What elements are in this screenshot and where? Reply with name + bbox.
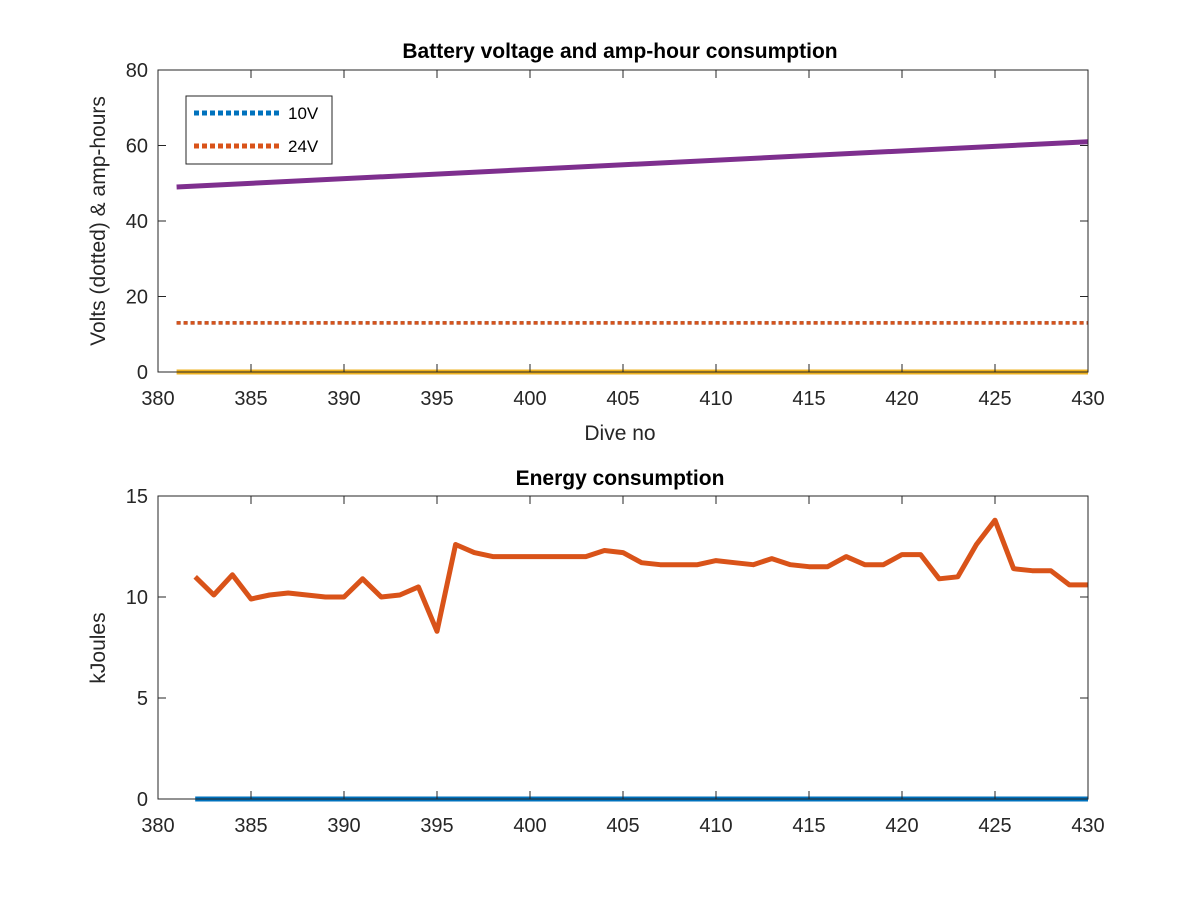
x-tick-label: 405 bbox=[606, 815, 639, 837]
x-tick-label: 380 bbox=[141, 815, 174, 837]
ticks-group: 380 385 390 395 400 405 410 415 420 425 430 0 20 40 60… bbox=[126, 60, 1105, 410]
legend-box bbox=[185, 95, 333, 165]
y-tick-label: 40 bbox=[126, 211, 148, 233]
series-line-2 bbox=[176, 139, 1089, 190]
y-axis-label: Volts (dotted) & amp-hours bbox=[87, 96, 110, 346]
y-tick-label: 20 bbox=[126, 287, 148, 309]
chart-title: Energy consumption bbox=[516, 467, 725, 490]
x-tick-label: 385 bbox=[234, 815, 267, 837]
x-tick-label: 395 bbox=[420, 388, 453, 410]
x-tick-label: 430 bbox=[1071, 815, 1104, 837]
x-tick-label: 405 bbox=[606, 388, 639, 410]
legend: 10V 24V bbox=[185, 95, 333, 165]
chart-title: Battery voltage and amp-hour consumption bbox=[402, 40, 837, 63]
x-tick-label: 430 bbox=[1071, 388, 1104, 410]
series-group bbox=[176, 139, 1089, 375]
x-tick-label: 415 bbox=[792, 815, 825, 837]
legend-label-24v: 24V bbox=[288, 137, 319, 156]
series-line-0 bbox=[193, 517, 1088, 634]
series-group bbox=[193, 517, 1088, 802]
y-tick-label: 15 bbox=[126, 486, 148, 508]
x-tick-label: 425 bbox=[978, 388, 1011, 410]
plot-area bbox=[157, 495, 1089, 800]
x-tick-label: 395 bbox=[420, 815, 453, 837]
x-axis-label: Dive no bbox=[584, 422, 655, 445]
ticks-group: 380 385 390 395 400 405 410 415 420 425 430 0 5 10 15 bbox=[126, 486, 1105, 837]
x-tick-label: 420 bbox=[885, 388, 918, 410]
x-tick-label: 400 bbox=[513, 815, 546, 837]
x-tick-label: 410 bbox=[699, 388, 732, 410]
energy-chart: Energy consumption 380 385 390 395 400 405 410… bbox=[87, 467, 1105, 837]
voltage-chart: Battery voltage and amp-hour consumption… bbox=[87, 40, 1105, 445]
y-tick-label: 60 bbox=[126, 136, 148, 158]
y-tick-label: 10 bbox=[126, 587, 148, 609]
y-tick-label: 0 bbox=[137, 362, 148, 384]
y-axis-label: kJoules bbox=[87, 612, 110, 683]
y-tick-label: 5 bbox=[137, 688, 148, 710]
y-tick-label: 80 bbox=[126, 60, 148, 82]
legend-label-10v: 10V bbox=[288, 104, 319, 123]
x-tick-label: 410 bbox=[699, 815, 732, 837]
x-tick-label: 380 bbox=[141, 388, 174, 410]
x-tick-label: 385 bbox=[234, 388, 267, 410]
x-tick-label: 390 bbox=[327, 815, 360, 837]
x-tick-label: 390 bbox=[327, 388, 360, 410]
y-tick-label: 0 bbox=[137, 789, 148, 811]
x-tick-label: 425 bbox=[978, 815, 1011, 837]
x-tick-label: 415 bbox=[792, 388, 825, 410]
x-tick-label: 400 bbox=[513, 388, 546, 410]
x-tick-label: 420 bbox=[885, 815, 918, 837]
